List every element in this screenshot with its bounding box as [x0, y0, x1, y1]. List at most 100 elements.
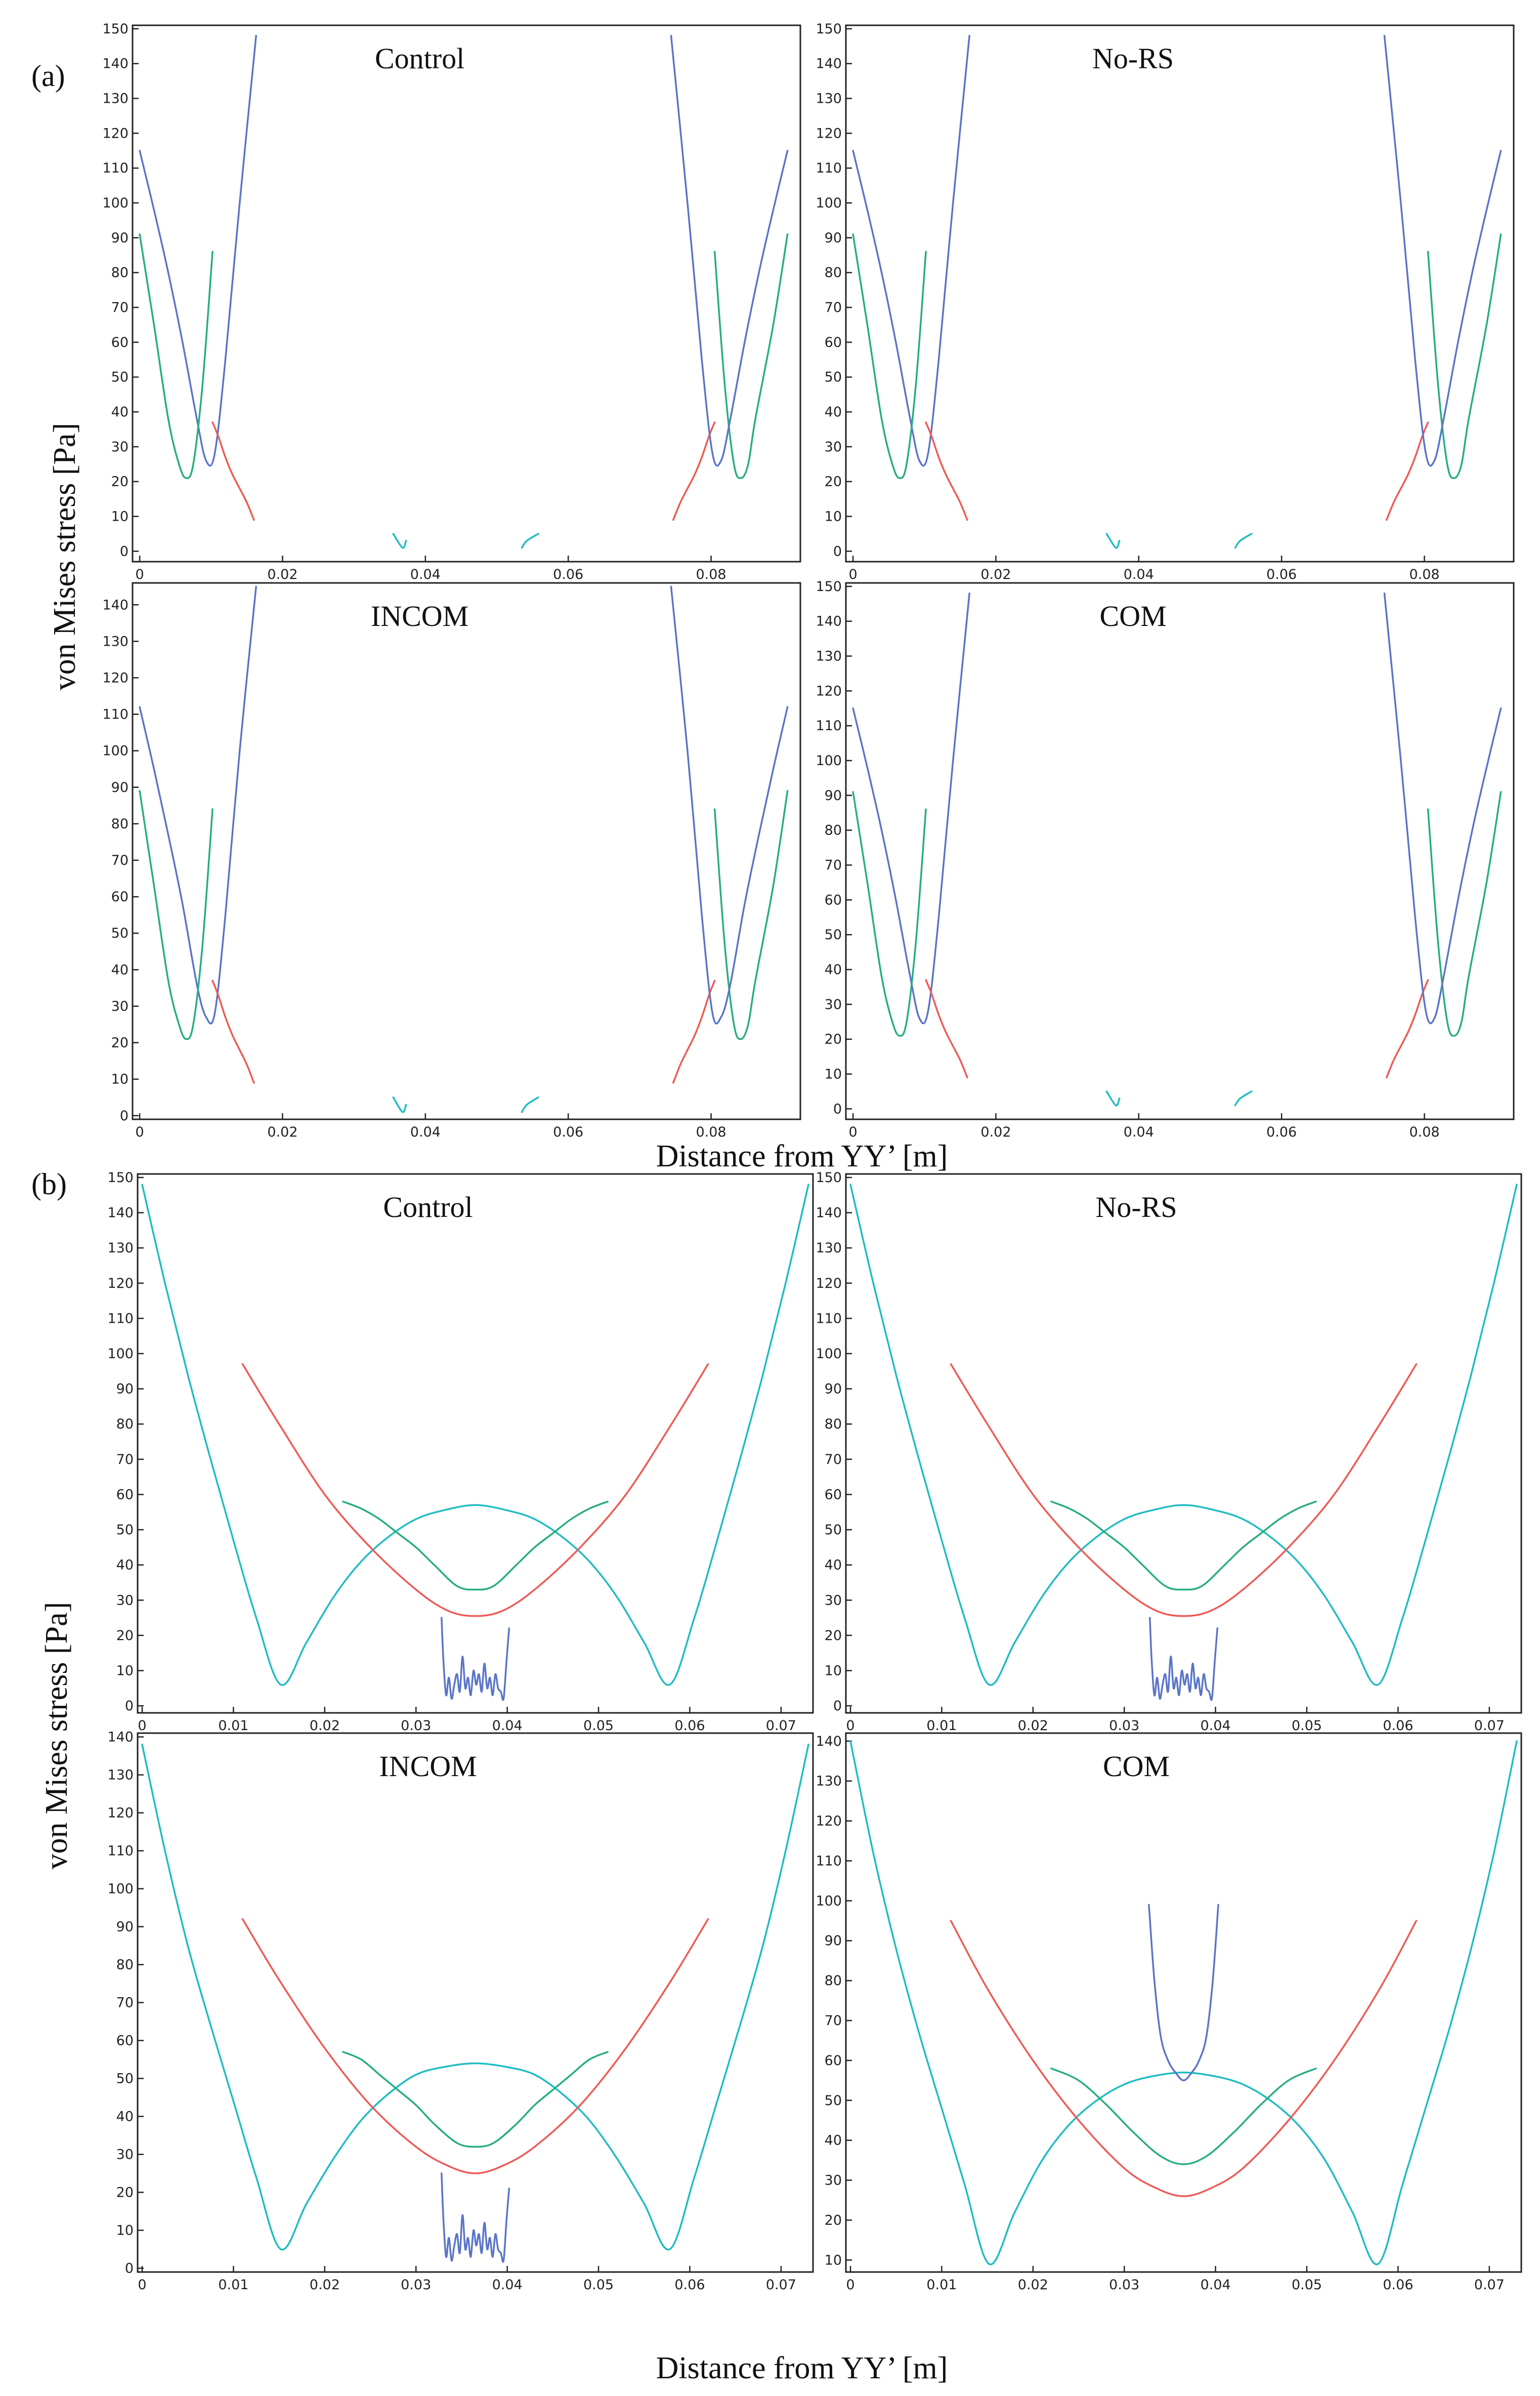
series-line-cyan: [521, 1096, 539, 1113]
x-tick-label: 0.06: [1266, 1124, 1297, 1140]
x-tick-label: 0.08: [696, 567, 726, 582]
x-axis-label-a: Distance from YY’ [m]: [656, 1139, 948, 1173]
x-tick-label: 0.03: [401, 2277, 431, 2293]
y-tick-label: 40: [111, 962, 129, 978]
panel-title: INCOM: [371, 600, 468, 633]
chart-b-com: 10 20 30 40 50 60 70 80 90 100 110 120 130 140 0 0.01 0.…: [816, 1732, 1522, 2293]
plot-frame: [132, 24, 801, 563]
y-tick-label: 110: [107, 1843, 134, 1859]
panel-title: INCOM: [379, 1750, 477, 1783]
y-tick-label: 110: [816, 1853, 842, 1869]
y-tick-label: 80: [116, 1957, 134, 1973]
y-tick-label: 10: [825, 1663, 842, 1678]
y-tick-label: 60: [825, 2053, 842, 2069]
y-tick-label: 70: [825, 858, 842, 873]
x-tick-label: 0.05: [1292, 2277, 1322, 2293]
x-tick-label: 0.02: [310, 2277, 340, 2293]
y-tick-label: 20: [825, 474, 842, 490]
y-tick-label: 50: [111, 926, 129, 941]
x-tick-label: 0.07: [1474, 2277, 1505, 2293]
y-tick-label: 130: [816, 1774, 842, 1789]
plot-frame: [137, 1732, 814, 2273]
x-tick-label: 0: [846, 2277, 854, 2293]
x-tick-label: 0: [849, 1124, 858, 1140]
x-tick-label: 0.05: [583, 2277, 614, 2293]
plot-frame: [132, 582, 801, 1120]
series-line-green: [1050, 1500, 1317, 1591]
y-tick-label: 120: [816, 125, 842, 141]
y-tick-label: 60: [111, 334, 129, 350]
x-tick-label: 0.01: [926, 1718, 957, 1734]
y-tick-label: 30: [825, 997, 842, 1013]
x-tick-label: 0.03: [1109, 2277, 1139, 2293]
y-tick-label: 10: [825, 2252, 842, 2268]
y-tick-label: 0: [125, 1698, 134, 1714]
y-tick-label: 70: [825, 2013, 842, 2029]
series-line-cyan: [1234, 1090, 1253, 1107]
part-b-label: (b): [31, 1167, 67, 1201]
x-tick-label: 0.07: [766, 1718, 796, 1734]
y-tick-label: 50: [825, 2093, 842, 2109]
y-tick-label: 0: [833, 1101, 842, 1117]
y-tick-label: 80: [111, 265, 129, 281]
x-tick-label: 0.01: [218, 2277, 248, 2293]
y-tick-label: 30: [825, 439, 842, 455]
x-tick-label: 0: [138, 2277, 146, 2293]
y-tick-label: 0: [833, 543, 842, 559]
y-tick-label: 110: [816, 718, 842, 734]
y-tick-label: 70: [825, 300, 842, 316]
x-tick-label: 0: [136, 567, 144, 582]
x-tick-label: 0.01: [218, 1718, 248, 1734]
series-line-red: [925, 979, 968, 1079]
x-tick-label: 0.07: [766, 2277, 796, 2293]
y-tick-label: 60: [116, 1487, 134, 1502]
y-tick-label: 30: [825, 2173, 842, 2189]
y-tick-label: 0: [120, 1108, 129, 1124]
y-tick-label: 70: [825, 1452, 842, 1467]
x-tick-label: 0: [138, 1718, 146, 1734]
y-tick-label: 40: [825, 404, 842, 420]
y-tick-label: 30: [111, 439, 129, 455]
x-tick-label: 0: [849, 567, 858, 582]
x-tick-label: 0.02: [1018, 1718, 1048, 1734]
series-line-blue: [1148, 1904, 1219, 2082]
x-tick-label: 0: [136, 1124, 144, 1140]
y-tick-label: 20: [825, 1032, 842, 1047]
y-tick-label: 130: [107, 1240, 134, 1256]
series-line-green: [852, 791, 927, 1037]
plot-frame: [845, 582, 1515, 1120]
plot-frame: [845, 24, 1515, 563]
chart-b-nors: 0 10 20 30 40 50 60 70 80 90 100 110 120 130 140 150 0 0.…: [816, 1170, 1522, 1734]
y-tick-label: 140: [102, 56, 129, 72]
y-tick-label: 10: [825, 1067, 842, 1082]
y-tick-label: 50: [825, 927, 842, 943]
x-tick-label: 0.06: [553, 1124, 583, 1140]
y-tick-label: 10: [825, 509, 842, 525]
series-line-green: [342, 2051, 609, 2148]
y-tick-label: 150: [102, 21, 129, 37]
y-tick-label: 20: [116, 1628, 134, 1644]
x-tick-label: 0.03: [1109, 1718, 1139, 1734]
series-line-red: [950, 1920, 1418, 2197]
y-tick-label: 60: [111, 889, 129, 905]
series-line-red: [241, 1363, 709, 1617]
y-tick-label: 10: [116, 1663, 134, 1678]
x-tick-label: 0.04: [492, 1718, 523, 1734]
panel-title: Control: [383, 1191, 473, 1224]
series-line-blue: [1383, 592, 1502, 1025]
y-tick-label: 80: [116, 1416, 134, 1432]
x-tick-label: 0.04: [410, 1124, 441, 1140]
plot-frame: [845, 1173, 1522, 1714]
chart-a-com: 0 10 20 30 40 50 60 70 80 90 100 110 120 130 140 150 0 0.…: [816, 579, 1515, 1140]
y-tick-label: 130: [102, 634, 129, 649]
series-line-red: [211, 980, 255, 1084]
y-tick-label: 40: [825, 2133, 842, 2149]
y-tick-label: 70: [111, 300, 129, 316]
y-tick-label: 150: [816, 579, 842, 595]
y-tick-label: 120: [102, 670, 129, 686]
y-tick-label: 80: [825, 1416, 842, 1432]
y-tick-label: 90: [825, 1381, 842, 1397]
y-tick-label: 100: [102, 195, 129, 211]
y-tick-label: 20: [111, 474, 129, 490]
y-tick-label: 20: [111, 1035, 129, 1051]
